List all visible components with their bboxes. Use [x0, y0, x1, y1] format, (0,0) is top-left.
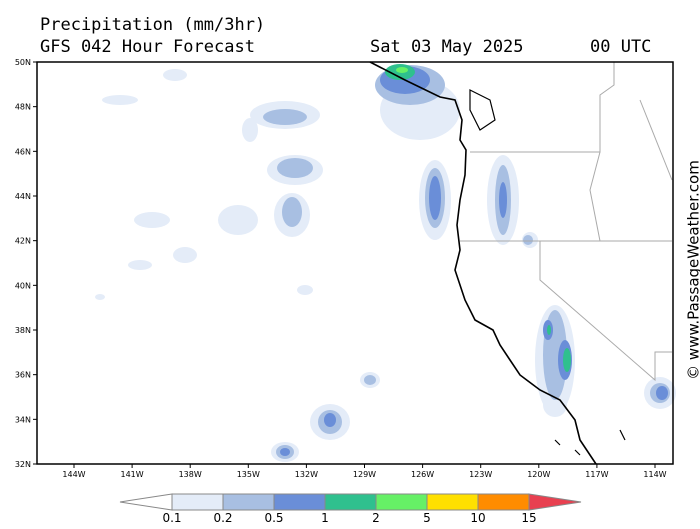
lon-label: 126W	[411, 470, 434, 479]
legend-label: 1	[321, 511, 329, 525]
legend-label: 2	[372, 511, 380, 525]
title: Precipitation (mm/3hr)	[40, 15, 265, 35]
lon-label: 141W	[121, 470, 144, 479]
legend-label: 5	[423, 511, 431, 525]
lat-label: 40N	[15, 281, 31, 290]
lon-label: 123W	[469, 470, 492, 479]
lon-label: 132W	[295, 470, 318, 479]
legend-high	[529, 494, 581, 510]
lon-label: 120W	[527, 470, 550, 479]
lon-label: 144W	[62, 470, 85, 479]
lon-label: 135W	[237, 470, 260, 479]
credit: © www.PassageWeather.com	[685, 160, 700, 380]
legend-label: 0.2	[213, 511, 232, 525]
lat-label: 34N	[15, 415, 31, 424]
lat-label: 46N	[15, 147, 31, 156]
lat-label: 50N	[15, 58, 31, 67]
legend-swatch	[478, 494, 529, 510]
lat-label: 48N	[15, 103, 31, 112]
lat-label: 36N	[15, 371, 31, 380]
legend-label: 0.1	[162, 511, 181, 525]
date: Sat 03 May 2025	[370, 37, 524, 57]
legend-label: 15	[521, 511, 536, 525]
legend-swatch	[325, 494, 376, 510]
legend-label: 0.5	[264, 511, 283, 525]
legend-swatch	[274, 494, 325, 510]
lat-label: 32N	[15, 460, 31, 469]
legend-swatch	[376, 494, 427, 510]
lat-label: 38N	[15, 326, 31, 335]
lon-label: 129W	[353, 470, 376, 479]
subtitle: GFS 042 Hour Forecast	[40, 37, 255, 57]
lat-label: 44N	[15, 192, 31, 201]
legend-swatch	[172, 494, 223, 510]
legend-swatch	[427, 494, 478, 510]
lon-label: 114W	[643, 470, 666, 479]
time: 00 UTC	[590, 37, 651, 57]
lon-label: 117W	[585, 470, 608, 479]
legend-label: 10	[470, 511, 485, 525]
legend-swatch	[223, 494, 274, 510]
precip-areas	[95, 64, 676, 462]
legend-low	[120, 494, 172, 510]
lat-label: 42N	[15, 237, 31, 246]
lon-label: 138W	[179, 470, 202, 479]
